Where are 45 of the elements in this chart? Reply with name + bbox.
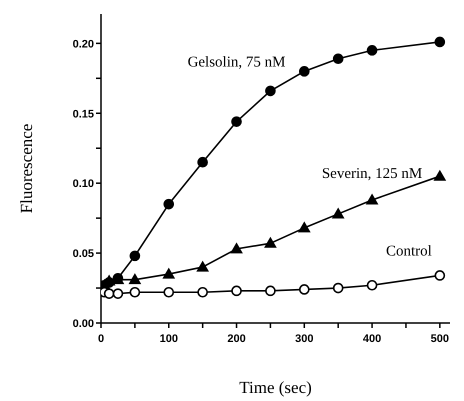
x-tick-label: 200 [227,333,246,345]
series-label: Gelsolin, 75 nM [188,54,286,71]
point [163,198,174,210]
point [128,274,141,284]
point [332,208,344,218]
point [230,242,243,254]
y-tick-label: 0.15 [72,108,94,120]
point [434,270,446,281]
series-label: Severin, 125 nM [322,166,422,182]
y-tick-label: 0.05 [72,248,94,260]
point [196,261,209,272]
point [163,286,174,298]
x-tick-label: 500 [430,333,450,345]
x-tick-label: 100 [160,333,178,345]
point [130,286,140,298]
y-axis-title: Fluorescence [17,124,36,214]
y-tick-label: 0.00 [72,318,94,330]
x-tick-label: 400 [362,333,382,345]
point [130,250,140,262]
point [299,66,310,77]
x-axis-title: Time (sec) [239,378,312,397]
point [366,45,378,56]
y-tick-label: 0.10 [72,178,94,190]
point [366,194,378,204]
point [332,282,344,294]
point [332,53,344,64]
point [162,268,175,279]
point [366,280,378,291]
series-label: Control [386,243,432,260]
point [112,288,124,299]
x-tick-label: 300 [295,333,314,345]
point [265,86,276,96]
x-tick-label: 0 [98,333,104,345]
point [231,286,242,296]
point [197,286,208,298]
point [434,170,446,181]
point [299,284,310,295]
point [104,288,114,299]
point [265,286,276,296]
point [231,116,242,127]
point [298,222,310,232]
y-tick-label: 0.20 [72,38,94,50]
point [434,36,446,48]
point [264,237,276,248]
point [197,156,208,168]
